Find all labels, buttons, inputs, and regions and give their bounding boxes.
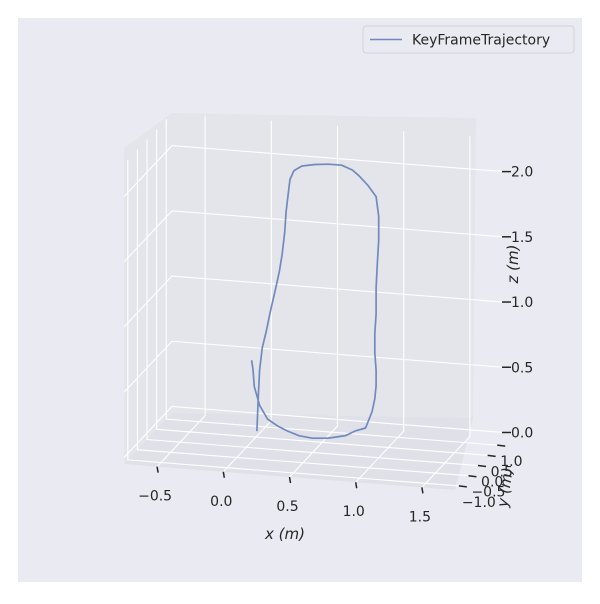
y-tick-mark-3 (487, 454, 496, 458)
y-tick-label-4: 1.0 (500, 454, 522, 470)
z-gridline-2 (123, 275, 504, 328)
y-tick-mark-1 (468, 474, 477, 478)
z-tick-label-3: 1.5 (511, 230, 533, 246)
z-tick-label-2: 1.0 (511, 295, 533, 311)
x-tick-label-4: 1.5 (409, 509, 431, 525)
legend: KeyFrameTrajectory (362, 25, 575, 54)
x-tick-label-1: 0.0 (210, 494, 232, 510)
x-tick-mark-4 (421, 487, 424, 494)
legend-box (362, 25, 575, 54)
y-gridline-3 (156, 129, 488, 456)
x-gridline-4 (421, 136, 471, 488)
y-gridline-0 (127, 159, 459, 487)
z-gridline-1 (123, 340, 504, 393)
y-tick-label-0: −1.0 (462, 495, 496, 511)
z-axis-label: z (m) (504, 245, 522, 285)
pane-left (124, 113, 172, 464)
y-tick-mark-2 (477, 464, 487, 468)
z-tick-label-1: 0.5 (511, 360, 533, 376)
x-tick-mark-2 (288, 476, 292, 484)
z-gridline-0 (123, 405, 504, 458)
x-tick-label-3: 1.0 (343, 504, 365, 520)
x-tick-mark-1 (222, 471, 226, 478)
x-axis-label: x (m) (264, 525, 305, 543)
y-tick-label-1: −0.5 (471, 485, 505, 501)
x-tick-mark-0 (156, 466, 159, 473)
x-tick-mark-3 (354, 482, 358, 489)
z-tick-label-4: 2.0 (511, 165, 533, 181)
z-tick-label-0: 0.0 (511, 425, 533, 441)
y-tick-mark-4 (497, 444, 506, 447)
grid-lines (123, 115, 504, 488)
x-gridline-2 (289, 126, 339, 478)
x-gridline-0 (156, 115, 206, 467)
axis-ticks: −0.5 0.0 0.5 1.0 1.5−1.0−0.50.00.51.00.00.51… (138, 165, 533, 526)
y-gridline-1 (136, 149, 469, 477)
y-tick-label-3: 0.5 (491, 464, 513, 480)
trajectory-line (250, 163, 380, 440)
z-gridline-3 (123, 210, 504, 263)
z-gridline-4 (123, 145, 504, 197)
y-gridline-2 (146, 139, 479, 467)
y-tick-label-2: 0.0 (481, 475, 503, 491)
pane-back (172, 113, 476, 418)
legend-label: KeyFrameTrajectory (412, 33, 550, 49)
y-tick-mark-0 (458, 485, 467, 488)
x-gridline-3 (355, 131, 405, 483)
x-tick-label-0: −0.5 (138, 489, 172, 505)
y-axis-label: y (m) (493, 466, 517, 509)
x-tick-label-2: 0.5 (276, 499, 298, 515)
trajectory-series (250, 163, 380, 440)
y-gridline-4 (165, 119, 498, 446)
